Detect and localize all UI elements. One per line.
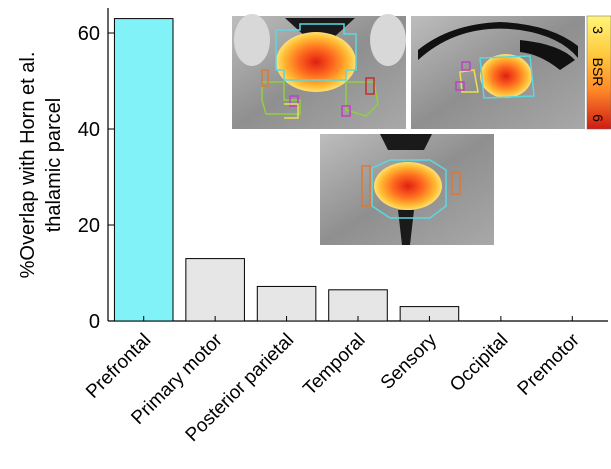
- y-tick-label: 0: [89, 311, 100, 333]
- colorbar-max-label: 6: [590, 114, 606, 122]
- x-tick-label: Temporal: [299, 330, 369, 400]
- bars: [113, 18, 573, 322]
- colorbar-title: BSR: [590, 58, 606, 87]
- colorbar: 3 BSR 6: [586, 15, 611, 130]
- brain-inset-axial: [320, 134, 494, 245]
- x-tick-label: Occipital: [446, 330, 512, 396]
- y-tick-label: 40: [78, 119, 100, 141]
- y-axis-title-line2: thalamic parcel: [43, 98, 65, 233]
- brain-inset-coronal: [232, 14, 406, 129]
- y-tick-label: 60: [78, 23, 100, 45]
- brain-inset-sagittal: [411, 16, 585, 129]
- bar-primary-motor: [185, 258, 245, 322]
- bar-temporal: [328, 289, 388, 322]
- y-axis-title: %Overlap with Horn et al.: [17, 52, 39, 279]
- bar-posterior-parietal: [256, 285, 317, 322]
- bar-prefrontal: [113, 18, 174, 322]
- y-tick-label: 20: [78, 215, 100, 237]
- x-tick-label: Prefrontal: [82, 330, 155, 403]
- colorbar-min-label: 3: [590, 26, 606, 34]
- y-ticks: 0 20 40 60: [78, 23, 114, 333]
- x-tick-label: Sensory: [377, 329, 441, 393]
- x-tick-label: Premotor: [514, 329, 585, 400]
